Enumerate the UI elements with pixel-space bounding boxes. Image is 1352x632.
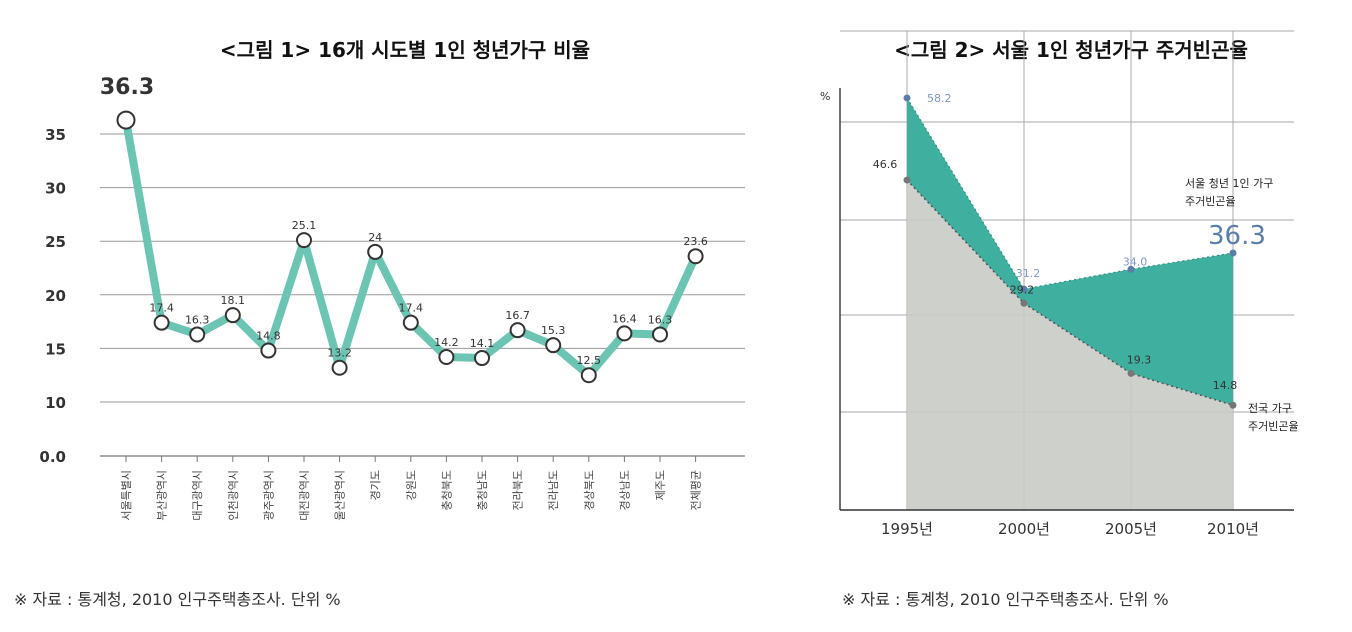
data-label: 25.1	[292, 219, 317, 232]
chart-panel-seoul-housing-poverty: <그림 2> 서울 1인 청년가구 주거빈곤율 % 1995년 2000년 2005년…	[790, 0, 1352, 632]
data-label: 24	[368, 231, 382, 244]
data-point	[509, 322, 526, 339]
chart-panel-youth-ratio: <그림 1> 16개 시도별 1인 청년가구 비율 0.0 10 15 20 25 30 3…	[14, 38, 745, 609]
data-label-seoul: 58.2	[927, 92, 952, 105]
x-tick-label: 2000년	[998, 520, 1050, 538]
data-point	[116, 110, 136, 130]
data-label: 17.4	[149, 302, 174, 315]
data-point	[367, 243, 384, 260]
data-point-national	[1229, 401, 1237, 409]
chart-title: <그림 1> 16개 시도별 1인 청년가구 비율	[219, 38, 591, 62]
data-label: 16.3	[648, 313, 673, 326]
y-tick-label: 35	[45, 126, 66, 144]
data-point	[296, 232, 312, 249]
data-label: 14.2	[434, 336, 459, 349]
data-label: 15.3	[541, 324, 566, 337]
data-label-national: 14.8	[1213, 379, 1238, 392]
chart-title: <그림 2> 서울 1인 청년가구 주거빈곤율	[894, 38, 1248, 62]
x-tick-label: 인천광역시	[226, 470, 240, 521]
x-tick-label: 경상남도	[618, 470, 631, 510]
x-tick-label: 강원도	[405, 470, 418, 500]
x-tick-label: 광주광역시	[262, 470, 275, 521]
data-label: 16.3	[185, 313, 210, 326]
area-national	[907, 180, 1233, 510]
series-line	[122, 116, 700, 380]
data-point	[687, 248, 704, 265]
data-point	[652, 326, 668, 343]
y-tick-label: 0.0	[39, 448, 66, 466]
data-label: 23.6	[683, 235, 708, 248]
y-tick-label: 25	[45, 233, 66, 251]
x-tick-label: 2010년	[1207, 520, 1259, 538]
data-label: 12.5	[577, 354, 602, 367]
series-line-national	[906, 179, 1234, 406]
data-point-seoul	[903, 94, 911, 102]
x-tick-label: 1995년	[881, 520, 933, 538]
x-tick-label: 서울특별시	[120, 470, 133, 521]
x-tick-label: 대구광역시	[191, 470, 204, 521]
data-point	[189, 326, 206, 343]
data-label: 16.7	[505, 309, 530, 322]
area-seoul-band	[907, 97, 1233, 406]
data-point	[153, 314, 170, 331]
x-tick-label: 경상북도	[583, 470, 596, 510]
data-point	[616, 325, 633, 342]
data-label-national: 29.2	[1010, 283, 1035, 296]
data-point	[331, 359, 348, 376]
series-annotation-seoul: 주거빈곤율	[1185, 195, 1236, 208]
data-label: 17.4	[399, 302, 424, 315]
data-label-seoul: 31.2	[1016, 267, 1041, 280]
x-tick-label: 부산광역시	[156, 470, 169, 521]
data-label: 16.4	[612, 312, 637, 325]
data-point-national	[1020, 299, 1028, 307]
x-tick-label: 전체평균	[690, 470, 703, 510]
series-annotation-seoul-value: 36.3	[1208, 221, 1266, 251]
x-tick-label: 전라북도	[512, 470, 525, 510]
data-point-seoul	[1020, 285, 1028, 293]
data-point-national	[1127, 369, 1135, 377]
x-tick-label: 제주도	[654, 470, 667, 500]
data-point-seoul	[1127, 265, 1135, 273]
x-tick-label: 2005년	[1105, 520, 1157, 538]
x-tick-label: 충청남도	[476, 470, 489, 510]
data-point	[402, 314, 419, 331]
data-label: 14.1	[470, 337, 495, 350]
chart-source-note: ※ 자료 : 통계청, 2010 인구주택총조사. 단위 %	[14, 590, 341, 609]
data-point	[224, 307, 241, 324]
data-label: 18.1	[221, 294, 246, 307]
data-point-seoul	[1229, 249, 1237, 257]
y-tick-label: 30	[45, 180, 66, 198]
y-tick-label: 10	[45, 394, 66, 412]
x-tick-label: 대전광역시	[298, 470, 311, 521]
x-tick-label: 울산광역시	[334, 470, 347, 521]
data-point	[438, 348, 455, 365]
x-tick-label: 경기도	[369, 470, 382, 500]
series-annotation-national: 주거빈곤율	[1248, 420, 1299, 433]
data-label-national: 19.3	[1127, 353, 1152, 366]
data-label: 36.3	[100, 75, 154, 100]
line-chart-svg: 0.0 10 15 20 25 30 35 36.3 서울특별시 17.4 부산광역시 16.3 대구광…	[39, 75, 745, 521]
data-point	[260, 342, 277, 359]
series-annotation-national: 전국 가구	[1248, 402, 1292, 415]
data-point	[545, 337, 562, 354]
data-point	[474, 350, 490, 367]
y-axis-unit: %	[820, 90, 830, 103]
data-label: 14.8	[256, 330, 281, 343]
data-point-national	[903, 176, 911, 184]
chart-source-note: ※ 자료 : 통계청, 2010 인구주택총조사. 단위 %	[842, 590, 1169, 609]
x-tick-label: 충청북도	[440, 470, 453, 510]
area-chart-svg: % 1995년 2000년 2005년 2010년 58.2 31.2 34.0 46.6 29.…	[820, 30, 1299, 538]
series-annotation-seoul: 서울 청년 1인 가구	[1185, 177, 1273, 190]
data-label-seoul: 34.0	[1123, 255, 1148, 268]
data-label: 13.2	[327, 347, 352, 360]
x-tick-label: 전라남도	[547, 470, 560, 510]
y-tick-label: 15	[45, 340, 66, 358]
data-label-national: 46.6	[873, 158, 898, 171]
y-tick-label: 20	[45, 287, 66, 305]
data-point	[580, 367, 597, 384]
